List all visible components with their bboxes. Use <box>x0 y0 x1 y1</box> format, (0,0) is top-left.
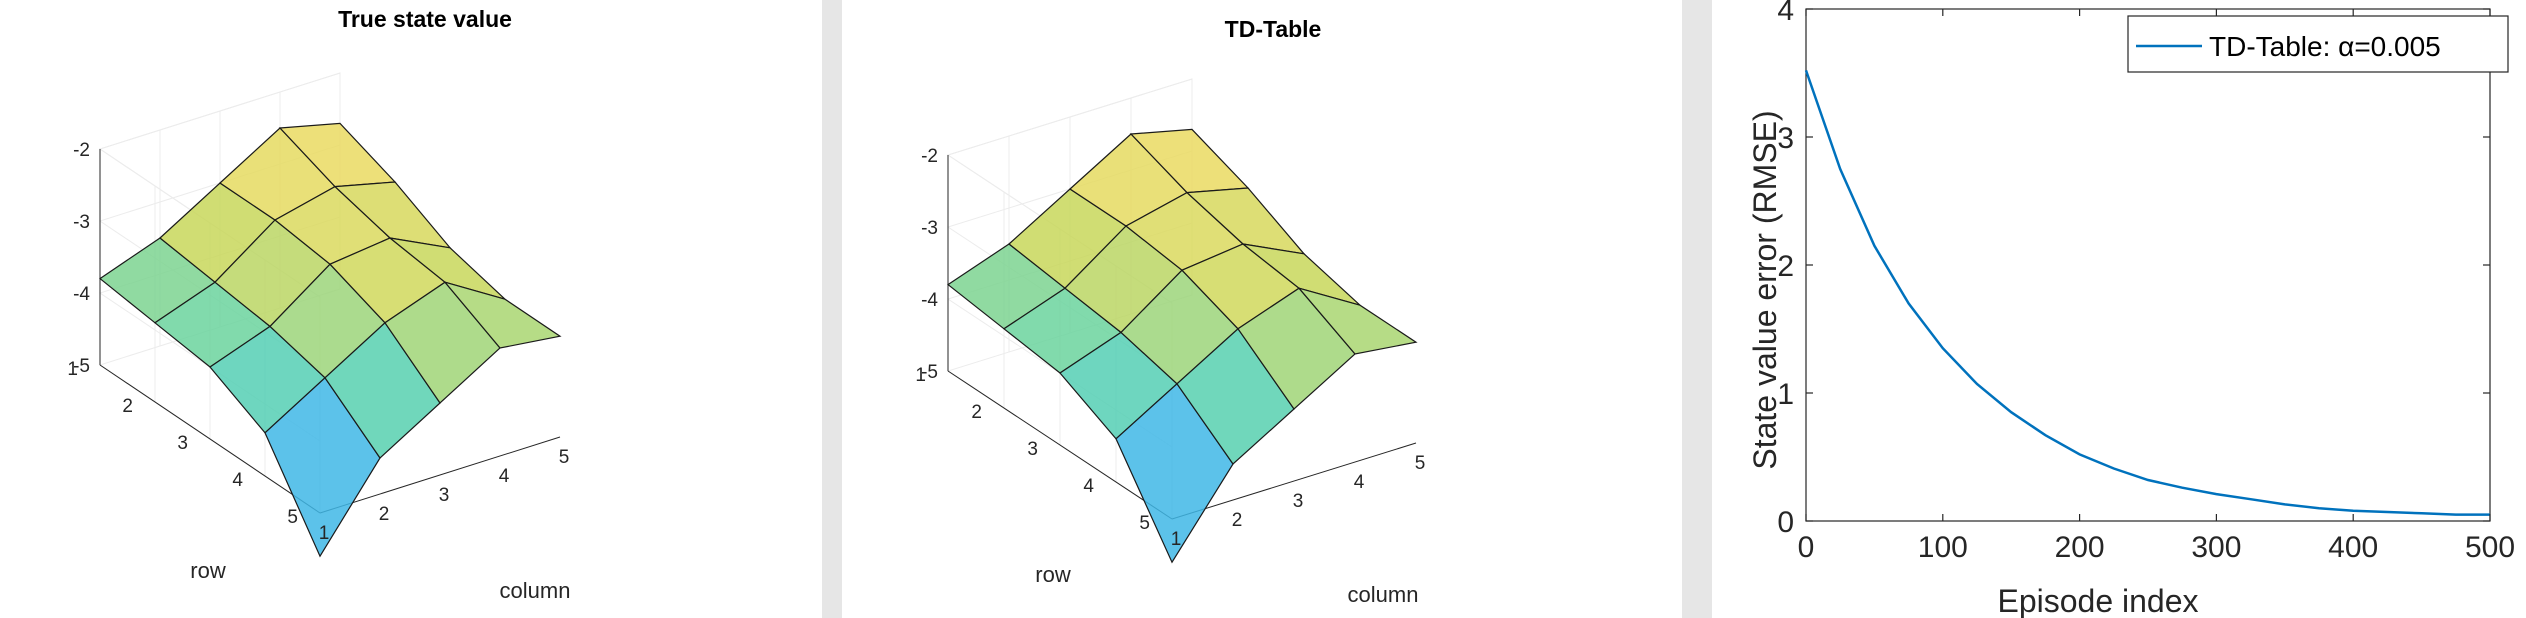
row-tick-label: 3 <box>177 433 188 454</box>
series-line-td-table <box>1804 69 2490 516</box>
x-tick-label: 100 <box>1918 531 1968 564</box>
y-tick-label: 4 <box>1777 0 1794 27</box>
row-tick-label: 1 <box>67 359 78 380</box>
chart-title: TD-Table <box>1225 16 1322 42</box>
x-axis-label: column <box>500 578 571 603</box>
column-tick-label: 2 <box>1232 510 1243 531</box>
y-axis-label: row <box>190 558 226 583</box>
x-tick-label: 400 <box>2328 531 2378 564</box>
row-tick-label: 4 <box>232 470 243 491</box>
row-tick-label: 2 <box>971 402 982 423</box>
axis-line <box>99 364 321 514</box>
y-axis-label: State value error (RMSE) <box>1747 110 1783 469</box>
column-tick-label: 4 <box>1354 472 1365 493</box>
x-tick-label: 500 <box>2465 531 2515 564</box>
line-chart-rmse: 0 100 200 300 400 500 0 1 2 3 4 TD-Table: α=0.005 … <box>1712 0 2526 618</box>
axis-line <box>947 370 1173 520</box>
z-tick-label: -4 <box>73 284 90 305</box>
column-tick-label: 1 <box>319 523 330 544</box>
row-tick-label: 4 <box>1083 476 1094 497</box>
column-tick-label: 4 <box>499 466 510 487</box>
column-tick-label: 3 <box>1293 491 1304 512</box>
panel-separator <box>822 0 842 618</box>
column-tick-label: 5 <box>559 447 570 468</box>
legend-label: TD-Table: α=0.005 <box>2209 31 2441 62</box>
z-tick-label: -3 <box>921 218 938 239</box>
y-tick-label: 3 <box>1777 122 1794 155</box>
surface-chart-true-state-value: True state value -2 -3 -4 -5 1 2 3 4 5 1 2 3 4 5 colu… <box>0 0 820 618</box>
surface-cell <box>443 281 562 349</box>
x-tick-label: 200 <box>2055 531 2105 564</box>
z-tick-label: -5 <box>73 356 90 377</box>
row-tick-label: 2 <box>122 396 133 417</box>
z-tick-label: -5 <box>921 362 938 383</box>
surface-chart-td-table: TD-Table -2 -3 -4 -5 1 2 3 4 5 1 2 3 4 5 column row <box>842 0 1682 618</box>
axis-line <box>1171 442 1417 520</box>
z-tick-label: -2 <box>921 146 938 167</box>
column-tick-label: 1 <box>1171 529 1182 550</box>
legend: TD-Table: α=0.005 <box>2127 15 2509 73</box>
column-tick-label: 5 <box>1415 453 1426 474</box>
x-tick-label: 0 <box>1798 531 1815 564</box>
z-tick-label: -4 <box>921 290 938 311</box>
x-tick-label: 300 <box>2191 531 2241 564</box>
surface-cell <box>1297 287 1418 355</box>
y-tick-label: 1 <box>1777 378 1794 411</box>
column-tick-label: 3 <box>439 485 450 506</box>
x-axis-label: column <box>1348 582 1419 607</box>
panel-separator <box>1682 0 1712 618</box>
z-tick-label: -2 <box>73 140 90 161</box>
x-axis-label: Episode index <box>1997 583 2198 618</box>
row-tick-label: 1 <box>915 365 926 386</box>
axis-line <box>319 436 561 514</box>
column-tick-label: 2 <box>379 504 390 525</box>
legend-box <box>2127 15 2509 73</box>
plot-area <box>1805 8 2491 522</box>
row-tick-label: 5 <box>287 507 298 528</box>
y-tick-label: 2 <box>1777 250 1794 283</box>
chart-title: True state value <box>338 6 512 32</box>
y-axis-label: row <box>1035 562 1071 587</box>
z-tick-label: -3 <box>73 212 90 233</box>
y-tick-label: 0 <box>1777 506 1794 539</box>
row-tick-label: 3 <box>1027 439 1038 460</box>
row-tick-label: 5 <box>1139 513 1150 534</box>
